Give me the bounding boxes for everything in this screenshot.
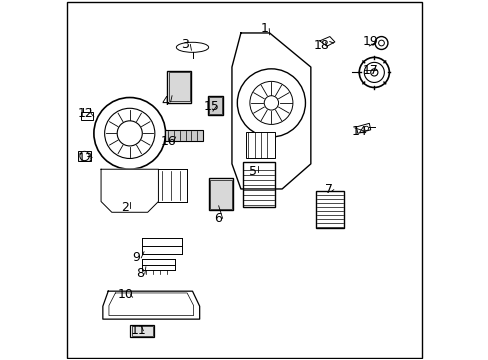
Bar — [81, 112, 93, 120]
Bar — [78, 151, 91, 161]
Circle shape — [117, 121, 142, 146]
Text: 6: 6 — [213, 212, 221, 225]
Text: 14: 14 — [351, 125, 367, 138]
Text: 9: 9 — [132, 251, 140, 264]
Bar — [131, 326, 152, 336]
Polygon shape — [319, 37, 334, 46]
Circle shape — [80, 151, 89, 161]
Circle shape — [364, 62, 384, 82]
Circle shape — [378, 40, 384, 46]
Bar — [210, 180, 231, 209]
Bar — [242, 162, 274, 207]
Text: 18: 18 — [313, 39, 328, 52]
Circle shape — [94, 98, 165, 169]
Bar — [130, 325, 153, 337]
Circle shape — [359, 57, 388, 87]
Text: 13: 13 — [78, 152, 94, 165]
Polygon shape — [356, 123, 370, 134]
Circle shape — [104, 108, 155, 158]
Bar — [168, 72, 189, 101]
Ellipse shape — [176, 42, 208, 52]
Text: 17: 17 — [362, 64, 378, 77]
Text: 10: 10 — [117, 288, 133, 301]
Bar — [207, 96, 223, 115]
Circle shape — [370, 69, 377, 76]
Bar — [164, 130, 202, 140]
Text: 4: 4 — [162, 95, 169, 108]
Text: 15: 15 — [203, 100, 219, 113]
Polygon shape — [102, 291, 199, 319]
Text: 16: 16 — [160, 135, 176, 148]
Text: 1: 1 — [260, 22, 267, 35]
Text: 5: 5 — [248, 165, 257, 178]
Circle shape — [237, 69, 305, 137]
Circle shape — [374, 37, 387, 49]
Circle shape — [364, 126, 368, 131]
Polygon shape — [231, 33, 310, 189]
Text: 8: 8 — [136, 267, 143, 280]
Text: 19: 19 — [362, 35, 378, 48]
Text: 7: 7 — [324, 183, 332, 196]
Polygon shape — [101, 169, 158, 212]
Text: 12: 12 — [78, 107, 94, 120]
Circle shape — [249, 81, 292, 125]
Text: 2: 2 — [121, 201, 129, 214]
Text: 11: 11 — [130, 324, 146, 337]
Text: 3: 3 — [181, 38, 189, 51]
Bar — [316, 191, 344, 228]
Bar — [208, 97, 222, 114]
Circle shape — [264, 96, 278, 110]
Bar — [246, 132, 274, 158]
Bar — [167, 71, 191, 103]
Bar — [208, 178, 233, 211]
